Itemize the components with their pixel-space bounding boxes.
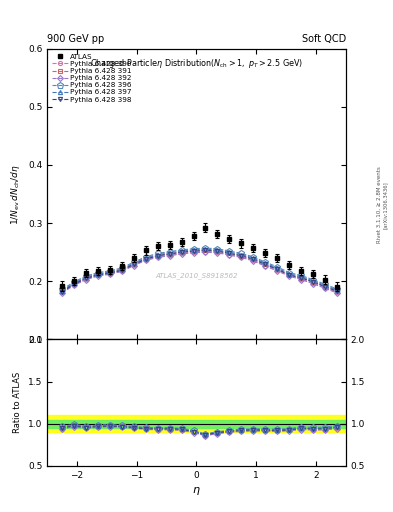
Legend: ATLAS, Pythia 6.428 390, Pythia 6.428 391, Pythia 6.428 392, Pythia 6.428 396, P: ATLAS, Pythia 6.428 390, Pythia 6.428 39… [51, 52, 133, 104]
Text: [arXiv:1306.3436]: [arXiv:1306.3436] [383, 181, 387, 229]
Text: ATLAS_2010_S8918562: ATLAS_2010_S8918562 [155, 272, 238, 279]
Y-axis label: $1/N_{\rm ev}\,dN_{\rm ch}/d\eta$: $1/N_{\rm ev}\,dN_{\rm ch}/d\eta$ [9, 163, 22, 225]
Text: 900 GeV pp: 900 GeV pp [47, 33, 105, 44]
Text: Rivet 3.1.10, ≥ 2.8M events: Rivet 3.1.10, ≥ 2.8M events [377, 166, 382, 243]
Text: Charged Particle$\eta$ Distribution$(N_{\rm ch}>1,\ p_T>2.5\ {\rm GeV})$: Charged Particle$\eta$ Distribution$(N_{… [90, 57, 303, 70]
X-axis label: $\eta$: $\eta$ [192, 485, 201, 497]
Text: Soft QCD: Soft QCD [301, 33, 346, 44]
Y-axis label: Ratio to ATLAS: Ratio to ATLAS [13, 372, 22, 433]
